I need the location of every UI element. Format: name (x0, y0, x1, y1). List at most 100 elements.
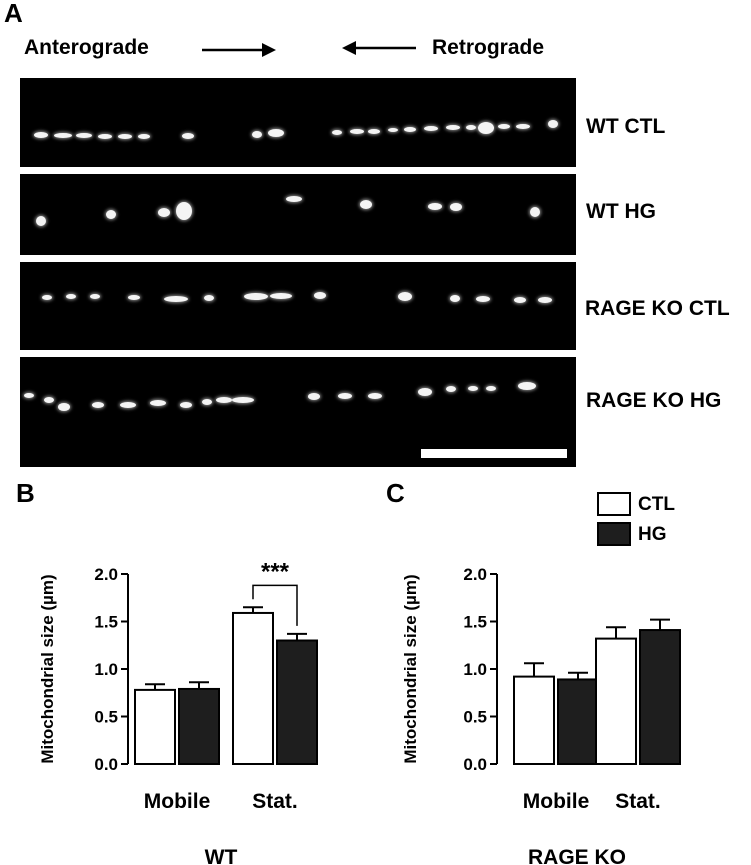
mitochondrion-punctum (34, 132, 48, 138)
mitochondrion-punctum (66, 294, 76, 299)
mitochondrion-punctum (232, 397, 254, 403)
mitochondrion-punctum (446, 125, 460, 130)
legend-swatch-hg (597, 522, 631, 546)
chart-title: RAGE KO (528, 846, 626, 865)
mitochondrion-punctum (476, 296, 490, 302)
mitochondrion-punctum (128, 295, 140, 300)
bar-ctl (513, 675, 555, 766)
mitochondrion-punctum (478, 122, 494, 134)
scale-bar (421, 449, 567, 458)
mitochondrion-punctum (332, 130, 342, 135)
mitochondrion-punctum (118, 134, 132, 139)
y-tick-label: 1.0 (94, 660, 118, 679)
mitochondrion-punctum (368, 129, 380, 134)
micrograph-strip (20, 78, 576, 167)
mitochondrion-punctum (92, 402, 104, 408)
mitochondrion-punctum (360, 200, 372, 209)
mitochondrion-punctum (182, 133, 194, 139)
mitochondrion-punctum (36, 216, 46, 226)
mitochondrion-punctum (514, 297, 526, 303)
retrograde-label: Retrograde (432, 36, 545, 59)
mitochondrion-punctum (446, 386, 456, 392)
legend-label-ctl: CTL (638, 494, 675, 515)
micrograph-strip (20, 357, 576, 467)
bar-hg (178, 687, 220, 765)
mitochondrion-punctum (164, 296, 188, 302)
mitochondrion-punctum (466, 125, 476, 130)
mitochondrion-punctum (516, 124, 530, 129)
bar-hg (557, 678, 599, 765)
mitochondrion-punctum (158, 208, 170, 217)
mitochondrion-punctum (58, 403, 70, 411)
bar-ctl (134, 688, 176, 765)
mitochondrion-punctum (138, 134, 150, 139)
mitochondrion-punctum (106, 210, 116, 219)
mitochondrion-punctum (548, 120, 558, 128)
mitochondrion-punctum (450, 295, 460, 302)
bar-chart-rage-ko: 0.0 0.5 1.0 1.5 2.0 Mitochondrial size (µm) Mo… (401, 565, 681, 865)
x-tick-label: Stat. (252, 790, 298, 813)
y-tick-label: 2.0 (463, 565, 487, 584)
mitochondrion-punctum (538, 297, 552, 303)
mitochondrion-punctum (530, 207, 540, 217)
mitochondrion-punctum (42, 295, 52, 300)
legend-label-hg: HG (638, 524, 667, 545)
mitochondrion-punctum (24, 393, 34, 398)
y-axis-label: Mitochondrial size (µm) (38, 574, 57, 763)
anterograde-label: Anterograde (24, 36, 149, 59)
mitochondrion-punctum (498, 124, 510, 129)
mitochondrion-punctum (388, 128, 398, 132)
mitochondrion-punctum (98, 134, 112, 139)
mitochondrion-punctum (398, 292, 412, 301)
significance-label: *** (261, 558, 290, 585)
mitochondrion-punctum (350, 129, 364, 134)
mitochondrion-punctum (468, 386, 478, 391)
mitochondrion-punctum (202, 399, 212, 405)
mitochondrion-punctum (216, 397, 232, 403)
mitochondrion-punctum (120, 402, 136, 408)
y-tick-label: 0.5 (94, 708, 118, 727)
mitochondrion-punctum (424, 126, 438, 131)
mitochondrion-punctum (338, 393, 352, 399)
mitochondrion-punctum (76, 133, 92, 138)
mitochondrion-punctum (450, 203, 462, 211)
mitochondrion-punctum (428, 203, 442, 210)
mitochondrion-punctum (90, 294, 100, 299)
mitochondrion-punctum (518, 382, 536, 390)
mitochondrion-punctum (368, 393, 382, 399)
retrograde-arrow-icon (342, 41, 416, 55)
y-tick-label: 1.0 (463, 660, 487, 679)
mitochondrion-punctum (486, 386, 496, 391)
bar-hg (639, 629, 681, 765)
mitochondrion-punctum (44, 397, 54, 403)
y-tick-label: 0.0 (94, 755, 118, 774)
y-axis-label: Mitochondrial size (µm) (401, 574, 420, 763)
x-tick-label: Mobile (144, 790, 211, 813)
strip-label: WT HG (586, 200, 656, 223)
mitochondrion-punctum (404, 127, 416, 132)
y-tick-label: 1.5 (463, 613, 487, 632)
y-tick-label: 2.0 (94, 565, 118, 584)
panel-b-letter: B (16, 478, 35, 508)
panel-c-letter: C (386, 478, 405, 508)
mitochondrion-punctum (418, 388, 432, 396)
mitochondrion-punctum (54, 133, 72, 138)
strip-label: RAGE KO CTL (585, 297, 730, 320)
micrograph-strip (20, 262, 576, 350)
panel-a-letter: A (4, 0, 23, 28)
mitochondrion-punctum (176, 202, 192, 220)
bar-hg (276, 639, 318, 765)
strip-label: WT CTL (586, 115, 666, 138)
x-tick-label: Mobile (523, 790, 590, 813)
y-tick-label: 1.5 (94, 613, 118, 632)
micrograph-strip (20, 174, 576, 255)
mitochondrion-punctum (252, 131, 262, 138)
bar-ctl (595, 637, 637, 765)
x-tick-label: Stat. (615, 790, 661, 813)
mitochondrion-punctum (244, 293, 268, 300)
mitochondrion-punctum (268, 129, 284, 137)
mitochondrion-punctum (308, 393, 320, 400)
y-tick-label: 0.0 (463, 755, 487, 774)
y-tick-label: 0.5 (463, 708, 487, 727)
anterograde-arrow-icon (202, 43, 276, 57)
